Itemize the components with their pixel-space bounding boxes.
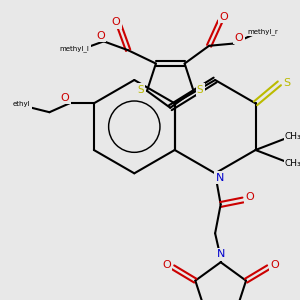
- Text: CH₃: CH₃: [285, 132, 300, 141]
- Text: N: N: [215, 173, 224, 183]
- Text: O: O: [112, 17, 120, 27]
- Text: N: N: [217, 249, 225, 260]
- Text: O: O: [245, 192, 254, 202]
- Text: methyl_l: methyl_l: [60, 46, 90, 52]
- Text: CH₃: CH₃: [285, 159, 300, 168]
- Text: S: S: [137, 85, 144, 95]
- Text: O: O: [96, 31, 105, 41]
- Text: ethyl: ethyl: [13, 101, 31, 107]
- Text: S: S: [197, 85, 203, 95]
- Text: S: S: [284, 78, 291, 88]
- Text: O: O: [219, 12, 228, 22]
- Text: methyl_r: methyl_r: [247, 28, 278, 35]
- Text: O: O: [235, 33, 243, 43]
- Text: O: O: [271, 260, 279, 270]
- Text: O: O: [61, 93, 69, 103]
- Text: O: O: [162, 260, 171, 270]
